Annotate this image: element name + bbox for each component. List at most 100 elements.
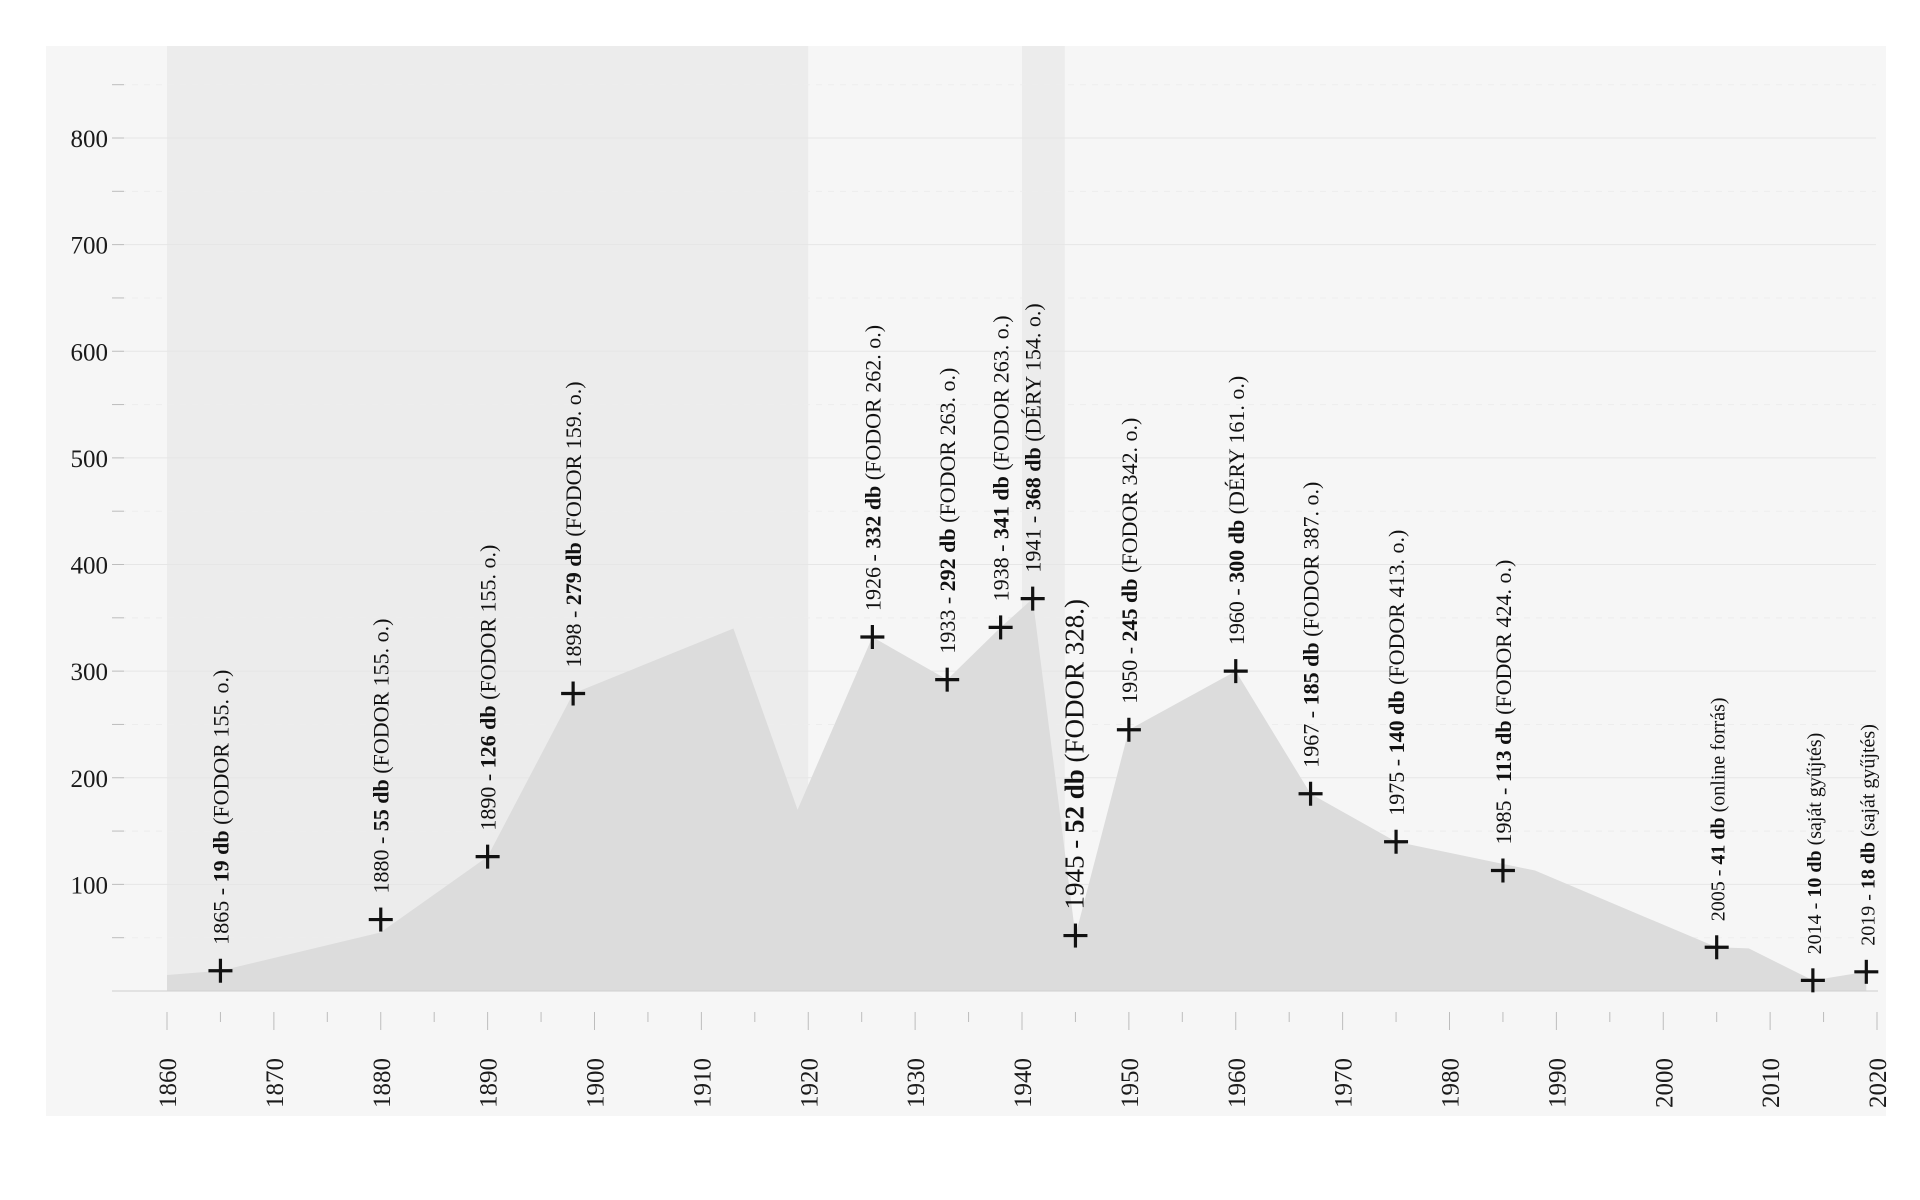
data-point-marker: [1063, 923, 1088, 948]
data-label: 1933 - 292 db (FODOR 263. o.): [935, 368, 960, 654]
data-point-marker: [475, 844, 500, 869]
data-label: 1950 - 245 db (FODOR 342. o.): [1117, 418, 1142, 704]
y-axis: 100 200 300 400 500 600 700 800: [71, 84, 124, 939]
data-label-year: 1941 -: [1021, 510, 1046, 572]
x-tick-label: 1900: [583, 1058, 610, 1108]
x-tick-label: 1870: [262, 1058, 289, 1108]
y-tick-label: 300: [71, 659, 109, 686]
data-label-source: (FODOR 424. o.): [1491, 560, 1516, 721]
data-label: 1880 - 55 db (FODOR 155. o.): [369, 619, 394, 894]
x-tick-label: 1990: [1544, 1058, 1571, 1108]
data-label-source: (FODOR 155. o.): [369, 619, 394, 780]
data-label: 1938 - 341 db (FODOR 263. o.): [989, 315, 1014, 601]
data-label-value: 140 db: [1384, 690, 1409, 753]
x-tick-label: 1930: [903, 1058, 930, 1108]
x-tick-label: 1920: [796, 1058, 823, 1108]
y-tick-label: 500: [71, 446, 109, 473]
data-label-source: (saját gyűjtés): [1804, 733, 1826, 851]
data-label-value: 41 db: [1708, 817, 1730, 864]
data-label-value: 113 db: [1491, 720, 1516, 782]
data-label: 2014 - 10 db (saját gyűjtés): [1804, 733, 1826, 955]
data-label-source: (FODOR 328.): [1059, 599, 1089, 769]
data-label-value: 368 db: [1021, 447, 1046, 510]
data-label: 1967 - 185 db (FODOR 387. o.): [1299, 482, 1324, 768]
y-tick-label: 200: [71, 766, 109, 793]
data-label-value: 341 db: [989, 476, 1014, 539]
data-label: 1890 - 126 db (FODOR 155. o.): [476, 545, 501, 831]
data-label-source: (FODOR 413. o.): [1384, 530, 1409, 691]
data-label-value: 332 db: [860, 486, 885, 549]
data-label-value: 245 db: [1117, 578, 1142, 641]
data-label-year: 1950 -: [1117, 641, 1142, 703]
x-tick-label: 1970: [1331, 1058, 1358, 1108]
data-label: 2005 - 41 db (online forrás): [1708, 697, 1730, 921]
y-tick-label: 800: [71, 126, 109, 153]
x-tick-label: 2020: [1865, 1058, 1892, 1108]
data-point-marker: [1800, 968, 1825, 993]
data-label: 1898 - 279 db (FODOR 159. o.): [561, 381, 586, 667]
x-axis: 1860 1870 1880 1890 1900 1910 1920 1930 1940 1950…: [155, 1012, 1892, 1108]
data-label-value: 18 db: [1857, 842, 1879, 889]
data-point-marker: [1223, 659, 1248, 684]
area-fill: [167, 598, 1867, 991]
data-label-year: 1975 -: [1384, 753, 1409, 815]
data-label: 1926 - 332 db (FODOR 262. o.): [860, 325, 885, 611]
data-label-value: 126 db: [476, 705, 501, 768]
data-point-marker: [1854, 959, 1879, 984]
data-point-marker: [1020, 586, 1045, 611]
x-tick-label: 1880: [369, 1058, 396, 1108]
x-tick-label: 2000: [1651, 1058, 1678, 1108]
data-annotations: 1865 - 19 db (FODOR 155. o.) 1880 - 55 db…: [208, 303, 1879, 954]
x-tick-label: 1910: [689, 1058, 716, 1108]
data-label-year: 1985 -: [1491, 782, 1516, 844]
data-label-source: (online forrás): [1708, 697, 1730, 817]
data-label-source: (FODOR 159. o.): [561, 381, 586, 542]
data-label-year: 1967 -: [1299, 705, 1324, 767]
data-point-marker: [988, 615, 1013, 640]
data-label: 1975 - 140 db (FODOR 413. o.): [1384, 530, 1409, 816]
data-label-year: 1960 -: [1224, 583, 1249, 645]
y-tick-label: 100: [71, 872, 109, 899]
data-label-source: (FODOR 342. o.): [1117, 418, 1142, 579]
data-point-marker: [1116, 717, 1141, 742]
y-tick-label: 600: [71, 339, 109, 366]
data-label-source: (FODOR 155. o.): [476, 545, 501, 706]
data-label-year: 2014 -: [1804, 898, 1826, 955]
data-point-marker: [368, 907, 393, 932]
data-point-marker: [860, 625, 885, 650]
data-label-year: 1926 -: [860, 549, 885, 611]
data-label-source: (FODOR 387. o.): [1299, 482, 1324, 643]
data-label: 2019 - 18 db (saját gyűjtés): [1857, 724, 1879, 946]
data-label-year: 1945 -: [1059, 833, 1089, 910]
data-point-marker: [1298, 781, 1323, 806]
data-label-source: (FODOR 262. o.): [860, 325, 885, 486]
data-point-marker: [561, 681, 586, 706]
data-label-value: 279 db: [561, 542, 586, 605]
y-tick-label: 700: [71, 233, 109, 260]
data-label-source: (saját gyűjtés): [1857, 724, 1879, 842]
data-label-year: 1880 -: [369, 831, 394, 893]
data-label-value: 185 db: [1299, 642, 1324, 705]
area-series: [167, 598, 1867, 991]
x-tick-label: 1980: [1438, 1058, 1465, 1108]
data-markers: [208, 586, 1879, 993]
data-label-year: 1890 -: [476, 768, 501, 830]
data-label-source: (FODOR 263. o.): [935, 368, 960, 529]
x-tick-label: 1960: [1224, 1058, 1251, 1108]
data-label-value: 10 db: [1804, 850, 1826, 897]
data-label-year: 1898 -: [561, 605, 586, 667]
data-label: 1945 - 52 db (FODOR 328.): [1059, 599, 1089, 910]
x-tick-label: 1950: [1117, 1058, 1144, 1108]
data-point-marker: [1384, 829, 1409, 854]
data-point-marker: [1490, 858, 1515, 883]
x-tick-label: 1860: [155, 1058, 182, 1108]
data-label-value: 52 db: [1059, 769, 1089, 833]
data-label-value: 19 db: [208, 830, 233, 882]
x-tick-label: 1940: [1010, 1058, 1037, 1108]
data-label: 1865 - 19 db (FODOR 155. o.): [208, 670, 233, 945]
x-tick-label: 2010: [1758, 1058, 1785, 1108]
data-label: 1941 - 368 db (DÉRY 154. o.): [1021, 303, 1046, 572]
data-label: 1960 - 300 db (DÉRY 161. o.): [1224, 376, 1249, 645]
data-label-source: (DÉRY 154. o.): [1021, 303, 1046, 447]
